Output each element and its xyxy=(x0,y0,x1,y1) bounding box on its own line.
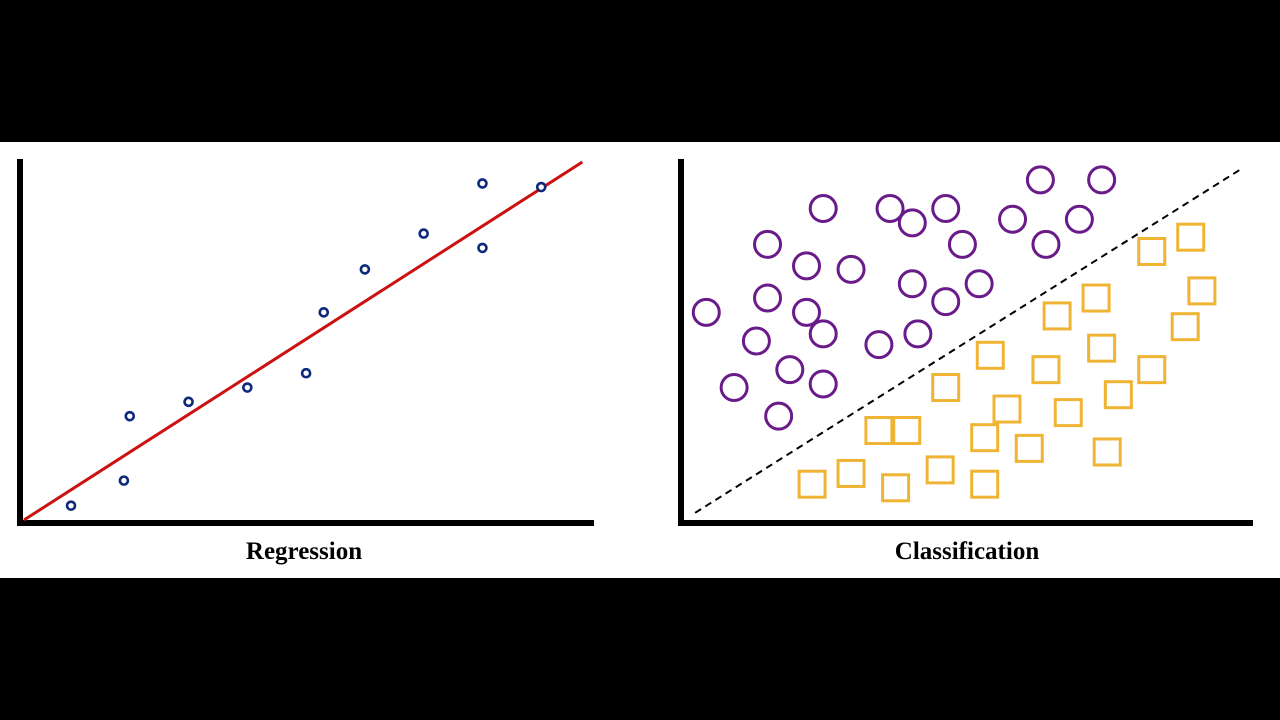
class-a-circle xyxy=(753,283,783,313)
class-a-circle xyxy=(947,229,977,259)
class-b-square xyxy=(1042,301,1072,331)
class-b-square xyxy=(975,340,1005,370)
class-a-circle xyxy=(775,355,805,385)
class-a-circle xyxy=(792,297,822,327)
class-a-circle xyxy=(897,269,927,299)
regression-data-point xyxy=(118,475,130,486)
class-a-circle xyxy=(931,194,961,224)
class-b-square xyxy=(1087,333,1117,363)
class-b-square xyxy=(1176,222,1206,252)
class-b-square xyxy=(1053,398,1083,428)
class-a-circle xyxy=(864,330,894,360)
class-b-square xyxy=(1092,437,1122,467)
class-b-square xyxy=(1081,283,1111,313)
regression-plot xyxy=(17,159,594,526)
regression-data-point xyxy=(242,382,253,393)
class-a-circle xyxy=(1064,204,1094,234)
regression-data-point xyxy=(477,178,488,189)
regression-data-point xyxy=(300,367,312,379)
class-a-circle xyxy=(964,269,994,299)
class-a-circle xyxy=(691,297,721,327)
class-a-circle xyxy=(753,229,783,259)
class-b-square xyxy=(1103,380,1133,410)
diagram-canvas xyxy=(17,159,1253,526)
regression-axes xyxy=(17,159,594,526)
class-a-circle xyxy=(1087,165,1117,195)
regression-data-point xyxy=(418,228,429,239)
class-a-circle xyxy=(764,401,794,431)
class-b-square xyxy=(1137,355,1167,385)
class-a-circle xyxy=(792,251,822,281)
class-b-square xyxy=(1137,237,1167,266)
class-b-square xyxy=(970,469,1000,499)
regression-data-point xyxy=(359,264,371,275)
regression-fit-line xyxy=(23,160,584,522)
regression-data-point xyxy=(124,410,136,422)
class-a-circle xyxy=(998,204,1028,234)
class-a-circle xyxy=(897,208,927,238)
regression-caption: Regression xyxy=(245,538,363,565)
class-a-circle xyxy=(808,319,838,349)
class-a-circle xyxy=(931,287,961,317)
classification-caption: Classification xyxy=(894,538,1040,565)
class-a-circle xyxy=(903,319,933,349)
regression-data-point xyxy=(183,396,194,408)
class-b-square xyxy=(892,416,922,445)
regression-data-point xyxy=(477,242,488,254)
regression-data-point xyxy=(318,307,330,318)
decision-boundary-line xyxy=(694,168,1242,514)
class-b-square xyxy=(970,423,1000,453)
classification-plot xyxy=(678,159,1253,526)
class-a-circle xyxy=(808,194,838,224)
class-b-square xyxy=(864,416,894,445)
class-b-square xyxy=(1031,355,1061,385)
class-a-circle xyxy=(741,326,771,356)
class-a-circle xyxy=(808,369,838,399)
class-b-square xyxy=(925,455,955,485)
class-b-square xyxy=(992,394,1022,424)
class-a-circle xyxy=(875,194,905,224)
regression-data-point xyxy=(535,181,547,193)
class-b-square xyxy=(1170,312,1200,342)
class-b-square xyxy=(836,458,866,488)
classification-axes xyxy=(678,159,1253,526)
class-b-square xyxy=(797,469,827,499)
regression-data-point xyxy=(65,500,77,511)
class-b-square xyxy=(1014,433,1044,463)
class-b-square xyxy=(931,373,961,403)
class-a-circle xyxy=(1025,165,1055,195)
class-a-circle xyxy=(719,373,749,403)
class-b-square xyxy=(1187,276,1217,306)
class-b-square xyxy=(881,473,911,503)
diagram-panel: Regression Classification xyxy=(0,142,1280,578)
class-a-circle xyxy=(1031,229,1061,259)
class-a-circle xyxy=(836,254,866,284)
